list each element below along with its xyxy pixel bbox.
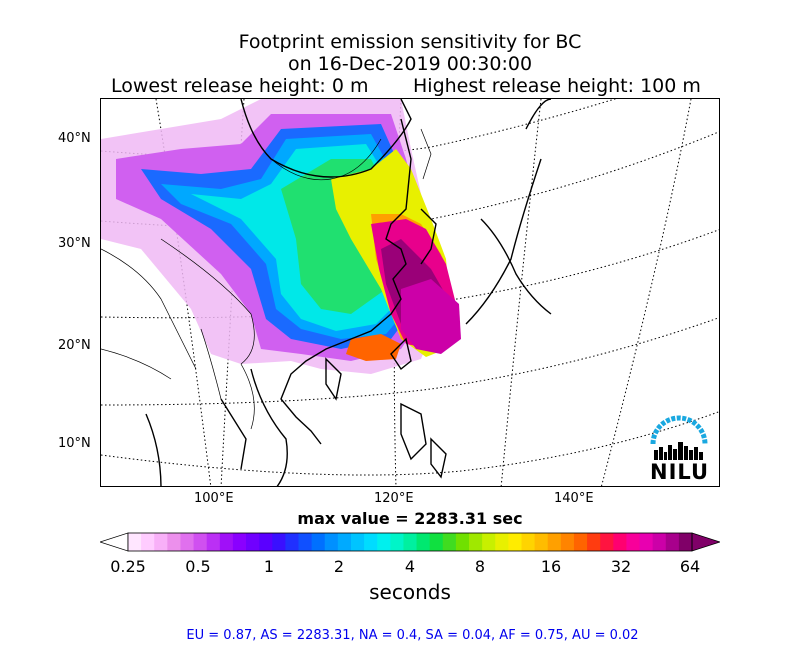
lat-label-30n: 30°N [58, 236, 91, 251]
colorbar-segment [206, 533, 221, 551]
lon-label-140e: 140°E [554, 491, 594, 506]
colorbar-segment [403, 533, 418, 551]
regional-values: EU = 0.87, AS = 2283.31, NA = 0.4, SA = … [186, 628, 639, 643]
colorbar-segment [416, 533, 431, 551]
colorbar-tick-0: 0.25 [110, 557, 146, 576]
colorbar-segment [442, 533, 457, 551]
colorbar [100, 532, 720, 552]
logo-arc [650, 415, 708, 445]
colorbar-segment [141, 533, 155, 551]
colorbar-segment [547, 533, 562, 551]
colorbar-segment [613, 533, 627, 551]
colorbar-segment [469, 533, 483, 551]
colorbar-tick-3: 2 [333, 557, 345, 576]
colorbar-segment [678, 533, 693, 551]
lon-label-100e: 100°E [194, 491, 234, 506]
colorbar-tick-7: 32 [610, 557, 632, 576]
colorbar-segment [154, 533, 168, 551]
colorbar-segment [259, 533, 273, 551]
colorbar-segment [390, 533, 404, 551]
nilu-logo [648, 412, 710, 482]
colorbar-segment [665, 533, 680, 551]
lat-label-40n: 40°N [58, 131, 91, 146]
colorbar-segment [521, 533, 536, 551]
colorbar-frame [127, 532, 693, 552]
colorbar-segment [508, 533, 522, 551]
colorbar-segment [232, 533, 247, 551]
country-borders [101, 128, 432, 430]
colorbar-segment [429, 533, 444, 551]
colorbar-segment [600, 533, 614, 551]
highest-release-height: Highest release height: 100 m [413, 75, 701, 97]
lat-label-10n: 10°N [58, 436, 91, 451]
colorbar-segment [534, 533, 549, 551]
lowest-release-height: Lowest release height: 0 m [111, 75, 369, 97]
colorbar-min-arrow [100, 532, 129, 552]
coastlines [145, 99, 552, 486]
colorbar-segment [495, 533, 509, 551]
colorbar-segment [482, 533, 496, 551]
colorbar-segment [285, 533, 300, 551]
lon-label-120e: 120°E [374, 491, 414, 506]
colorbar-segment [652, 533, 667, 551]
colorbar-segment [324, 533, 339, 551]
colorbar-max-arrow [691, 532, 720, 552]
colorbar-segment [364, 533, 378, 551]
map-panel [100, 98, 720, 487]
colorbar-segment [128, 533, 142, 551]
figure-title-line2: on 16-Dec-2019 00:30:00 [287, 53, 533, 75]
colorbar-segment [167, 533, 181, 551]
colorbar-segment [377, 533, 391, 551]
colorbar-segment [573, 533, 588, 551]
figure-title-line1: Footprint emission sensitivity for BC [238, 31, 582, 53]
colorbar-segment [455, 533, 470, 551]
colorbar-segment [626, 533, 641, 551]
colorbar-tick-8: 64 [679, 557, 701, 576]
colorbar-tick-4: 4 [404, 557, 416, 576]
footprint-map [101, 99, 719, 486]
colorbar-tick-6: 16 [540, 557, 562, 576]
colorbar-unit-label: seconds [369, 580, 451, 604]
colorbar-segment [246, 533, 260, 551]
max-value-label: max value = 2283.31 sec [297, 509, 523, 528]
colorbar-segment [639, 533, 654, 551]
colorbar-segment [298, 533, 313, 551]
colorbar-segment [180, 533, 195, 551]
colorbar-segment [337, 533, 352, 551]
colorbar-segment [193, 533, 208, 551]
logo-skyline [654, 442, 703, 460]
colorbar-tick-1: 0.5 [185, 557, 211, 576]
colorbar-segment [587, 533, 601, 551]
colorbar-segment [560, 533, 575, 551]
lat-label-20n: 20°N [58, 338, 91, 353]
colorbar-segment [272, 533, 286, 551]
colorbar-tick-5: 8 [474, 557, 486, 576]
colorbar-segment [350, 533, 365, 551]
nilu-logo-text: NILU [650, 460, 710, 484]
colorbar-segment [219, 533, 234, 551]
colorbar-segment [311, 533, 326, 551]
colorbar-tick-2: 1 [263, 557, 275, 576]
